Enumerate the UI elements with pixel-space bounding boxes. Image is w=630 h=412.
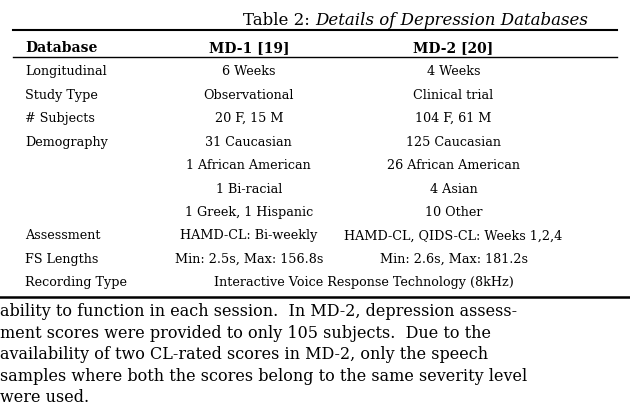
Text: 1 Greek, 1 Hispanic: 1 Greek, 1 Hispanic — [185, 206, 313, 219]
Text: 4 Asian: 4 Asian — [430, 183, 478, 196]
Text: 31 Caucasian: 31 Caucasian — [205, 136, 292, 149]
Text: # Subjects: # Subjects — [25, 112, 95, 125]
Text: MD-2 [20]: MD-2 [20] — [413, 41, 494, 55]
Text: 10 Other: 10 Other — [425, 206, 483, 219]
Text: 4 Weeks: 4 Weeks — [427, 65, 480, 78]
Text: Database: Database — [25, 41, 98, 55]
Text: Observational: Observational — [203, 89, 294, 102]
Text: Min: 2.5s, Max: 156.8s: Min: 2.5s, Max: 156.8s — [175, 253, 323, 266]
Text: Clinical trial: Clinical trial — [413, 89, 494, 102]
Text: ability to function in each session.  In MD-2, depression assess-: ability to function in each session. In … — [0, 303, 517, 320]
Text: 1 Bi-racial: 1 Bi-racial — [215, 183, 282, 196]
Text: availability of two CL-rated scores in MD-2, only the speech: availability of two CL-rated scores in M… — [0, 346, 488, 363]
Text: Min: 2.6s, Max: 181.2s: Min: 2.6s, Max: 181.2s — [380, 253, 527, 266]
Text: samples where both the scores belong to the same severity level: samples where both the scores belong to … — [0, 368, 527, 384]
Text: Table 2:: Table 2: — [243, 12, 315, 29]
Text: 20 F, 15 M: 20 F, 15 M — [215, 112, 283, 125]
Text: Longitudinal: Longitudinal — [25, 65, 107, 78]
Text: ment scores were provided to only 105 subjects.  Due to the: ment scores were provided to only 105 su… — [0, 325, 491, 342]
Text: 104 F, 61 M: 104 F, 61 M — [415, 112, 492, 125]
Text: HAMD-CL, QIDS-CL: Weeks 1,2,4: HAMD-CL, QIDS-CL: Weeks 1,2,4 — [345, 229, 563, 243]
Text: 6 Weeks: 6 Weeks — [222, 65, 275, 78]
Text: Interactive Voice Response Technology (8kHz): Interactive Voice Response Technology (8… — [214, 276, 513, 290]
Text: 1 African American: 1 African American — [186, 159, 311, 172]
Text: Study Type: Study Type — [25, 89, 98, 102]
Text: HAMD-CL: Bi-weekly: HAMD-CL: Bi-weekly — [180, 229, 318, 243]
Text: Demography: Demography — [25, 136, 108, 149]
Text: MD-1 [19]: MD-1 [19] — [209, 41, 289, 55]
Text: Assessment: Assessment — [25, 229, 101, 243]
Text: Recording Type: Recording Type — [25, 276, 127, 290]
Text: 125 Caucasian: 125 Caucasian — [406, 136, 501, 149]
Text: 26 African American: 26 African American — [387, 159, 520, 172]
Text: Details of Depression Databases: Details of Depression Databases — [315, 12, 588, 29]
Text: were used.: were used. — [0, 389, 89, 406]
Text: FS Lengths: FS Lengths — [25, 253, 98, 266]
